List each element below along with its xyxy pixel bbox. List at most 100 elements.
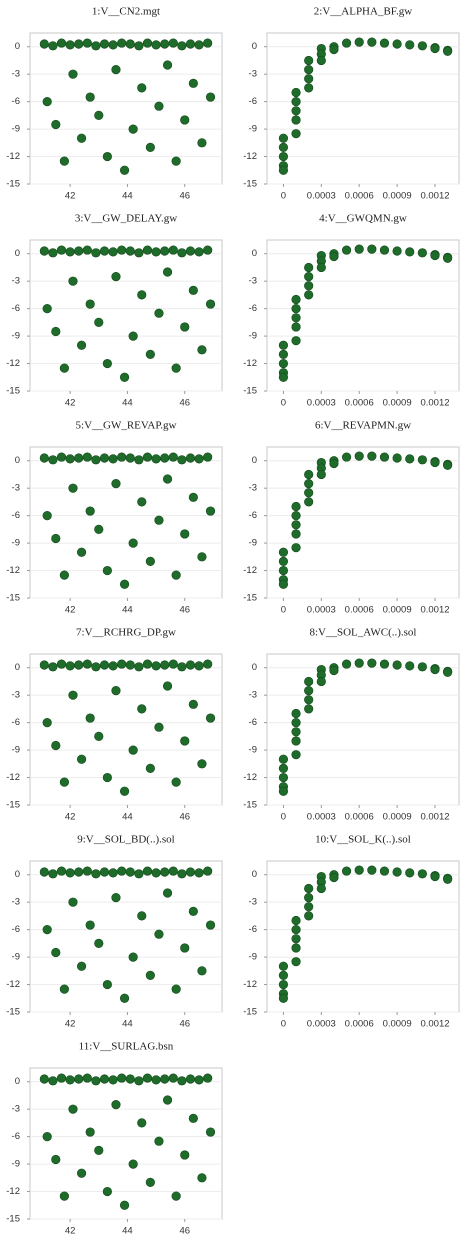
point [82,866,92,876]
point [39,246,49,256]
point [278,340,289,350]
point [39,39,49,49]
point [197,552,207,562]
point [291,322,301,332]
point [379,866,390,876]
point [194,868,204,878]
point [203,659,213,669]
x-tick-label: 0.0006 [345,191,374,202]
point [74,453,84,463]
point [39,1074,49,1084]
point [291,294,301,305]
panel: 1:V__CN2.mgt 0 -3 -6 -9 -12 -15 42 44 46 [6,6,223,202]
point [379,452,390,462]
point [125,867,135,877]
point [42,511,52,521]
x-tick-label: 42 [65,1019,76,1030]
point [205,92,216,102]
point [205,1127,216,1137]
point [304,686,314,696]
point [82,659,92,669]
point [99,660,110,670]
point [205,713,216,723]
point [197,759,207,769]
point [443,253,453,263]
point [94,1145,104,1155]
point [42,97,52,107]
y-tick-label: -12 [243,979,257,990]
panel: 5:V__GW_REVAP.gw 0 -3 -6 -9 -12 -15 42 44 46 [6,420,223,616]
point [59,1191,69,1201]
point [68,483,78,493]
x-tick-label: 0.0006 [345,812,374,823]
point [316,883,326,894]
y-tick-label: 0 [15,248,20,259]
point [194,247,204,257]
x-tick-label: 0.0006 [345,1019,374,1030]
point [39,660,49,670]
plot-area [29,446,223,599]
point [162,267,173,277]
panel: 4:V__GWQMN.gw 0 -3 -6 -9 -12 -15 0 0.0003 0.0006 0… [243,213,460,409]
point [134,869,144,879]
point [194,40,204,50]
point [111,686,121,696]
point [278,349,289,359]
x-tick-label: 44 [122,1019,133,1030]
point [341,38,352,48]
point [85,920,95,930]
y-tick-label: -9 [12,952,20,963]
point [291,915,301,926]
y-tick-label: -12 [6,565,20,576]
point [65,247,75,257]
x-tick-label: 46 [179,812,190,823]
x-tick-label: 0.0012 [420,1019,449,1030]
y-tick-label: -9 [12,538,20,549]
x-tick-label: 44 [122,812,133,823]
point [291,87,301,98]
point [205,506,216,516]
point [154,1136,164,1146]
y-tick-label: -15 [243,1007,257,1018]
point [171,1191,181,1201]
point [137,911,147,921]
point [329,458,339,469]
point [68,69,78,79]
point [65,1075,75,1085]
point [91,662,101,672]
point [160,867,170,877]
point [168,1073,178,1083]
point [291,943,301,953]
point [102,565,112,576]
point [145,349,155,359]
point [160,660,170,670]
point [94,938,104,948]
point [291,501,301,512]
point [74,660,84,670]
point [379,245,390,255]
y-tick-label: -15 [6,179,20,190]
point [125,660,135,670]
point [160,453,170,463]
y-tick-label: -6 [249,96,257,107]
chart-title: 3:V__GW_DELAY.gw [75,213,177,225]
point [142,38,153,48]
y-tick-label: -9 [249,952,257,963]
x-tick-label: 0.0012 [420,605,449,616]
y-tick-label: -15 [6,1214,20,1225]
point [91,455,101,465]
point [125,453,135,463]
y-tick-label: -12 [6,151,20,162]
point [430,457,440,468]
point [51,947,61,958]
point [278,993,289,1003]
point [194,661,204,671]
point [203,866,213,876]
point [188,1113,198,1123]
point [205,299,216,309]
point [48,455,58,465]
point [85,92,95,102]
point [68,690,78,700]
point [134,662,144,672]
